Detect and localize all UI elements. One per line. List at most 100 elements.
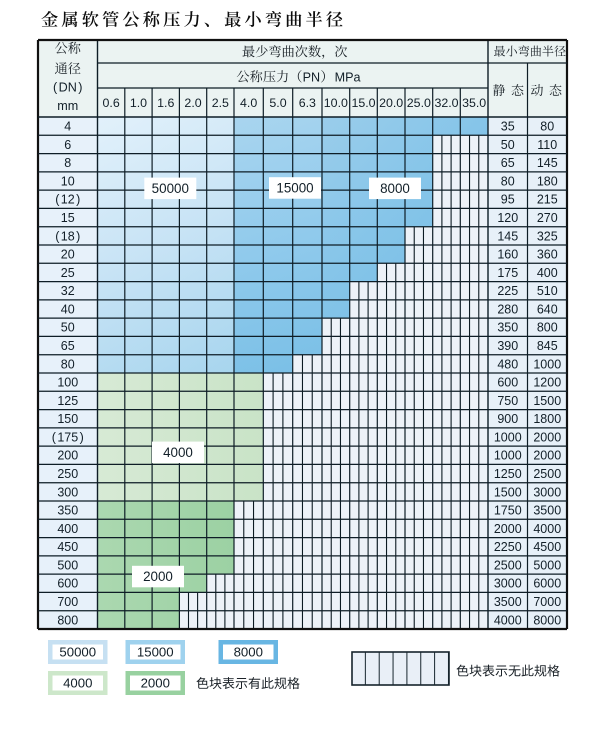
svg-text:0.6: 0.6 bbox=[103, 96, 120, 110]
svg-text:4000: 4000 bbox=[163, 445, 193, 460]
svg-text:35.0: 35.0 bbox=[462, 96, 486, 110]
svg-text:65: 65 bbox=[61, 339, 75, 353]
svg-text:40: 40 bbox=[61, 302, 75, 316]
svg-text:450: 450 bbox=[57, 540, 78, 554]
svg-text:1.0: 1.0 bbox=[130, 96, 147, 110]
svg-text:270: 270 bbox=[537, 211, 558, 225]
svg-text:200: 200 bbox=[57, 449, 78, 463]
svg-text:1750: 1750 bbox=[494, 504, 522, 518]
svg-text:175: 175 bbox=[497, 266, 518, 280]
svg-text:80: 80 bbox=[501, 174, 515, 188]
svg-text:15.0: 15.0 bbox=[351, 96, 375, 110]
svg-text:PN: PN bbox=[303, 70, 321, 84]
svg-text:225: 225 bbox=[497, 284, 518, 298]
svg-text:4000: 4000 bbox=[533, 522, 561, 536]
svg-text:400: 400 bbox=[57, 522, 78, 536]
svg-text:15000: 15000 bbox=[137, 645, 174, 660]
svg-text:1800: 1800 bbox=[533, 412, 561, 426]
svg-text:1.6: 1.6 bbox=[157, 96, 174, 110]
svg-text:600: 600 bbox=[497, 376, 518, 390]
svg-text:5000: 5000 bbox=[533, 558, 561, 572]
svg-text:800: 800 bbox=[57, 613, 78, 627]
svg-text:7000: 7000 bbox=[533, 595, 561, 609]
svg-text:8000: 8000 bbox=[380, 181, 410, 196]
svg-text:15000: 15000 bbox=[276, 181, 313, 196]
svg-text:8000: 8000 bbox=[234, 645, 263, 660]
svg-text:120: 120 bbox=[497, 211, 518, 225]
svg-text:180: 180 bbox=[537, 174, 558, 188]
svg-text:800: 800 bbox=[537, 321, 558, 335]
svg-text:2.5: 2.5 bbox=[212, 96, 229, 110]
svg-text:250: 250 bbox=[57, 467, 78, 481]
svg-text:(12): (12) bbox=[55, 193, 80, 207]
svg-text:2500: 2500 bbox=[494, 558, 522, 572]
svg-text:480: 480 bbox=[497, 357, 518, 371]
svg-text:5.0: 5.0 bbox=[269, 96, 286, 110]
svg-text:2000: 2000 bbox=[143, 569, 173, 584]
svg-text:mm: mm bbox=[57, 99, 78, 113]
svg-text:32: 32 bbox=[61, 284, 75, 298]
svg-text:95: 95 bbox=[501, 193, 515, 207]
svg-text:2000: 2000 bbox=[533, 449, 561, 463]
svg-text:360: 360 bbox=[537, 248, 558, 262]
svg-text:50000: 50000 bbox=[152, 181, 189, 196]
svg-text:4000: 4000 bbox=[63, 676, 92, 691]
svg-text:845: 845 bbox=[537, 339, 558, 353]
svg-text:1000: 1000 bbox=[494, 449, 522, 463]
svg-text:6.3: 6.3 bbox=[299, 96, 316, 110]
svg-text:35: 35 bbox=[501, 120, 515, 134]
svg-text:15: 15 bbox=[61, 211, 75, 225]
svg-text:2000: 2000 bbox=[141, 676, 170, 691]
svg-text:300: 300 bbox=[57, 485, 78, 499]
svg-text:50: 50 bbox=[61, 321, 75, 335]
svg-text:8000: 8000 bbox=[533, 613, 561, 627]
svg-text:100: 100 bbox=[57, 376, 78, 390]
svg-text:125: 125 bbox=[57, 394, 78, 408]
svg-text:80: 80 bbox=[540, 120, 554, 134]
svg-text:65: 65 bbox=[501, 156, 515, 170]
svg-text:3000: 3000 bbox=[533, 485, 561, 499]
svg-text:25.0: 25.0 bbox=[407, 96, 431, 110]
svg-text:900: 900 bbox=[497, 412, 518, 426]
svg-text:1200: 1200 bbox=[533, 376, 561, 390]
svg-text:10.0: 10.0 bbox=[324, 96, 348, 110]
svg-text:25: 25 bbox=[61, 266, 75, 280]
svg-text:20: 20 bbox=[61, 248, 75, 262]
svg-text:145: 145 bbox=[497, 229, 518, 243]
svg-text:50: 50 bbox=[501, 138, 515, 152]
svg-text:2500: 2500 bbox=[533, 467, 561, 481]
svg-text:8: 8 bbox=[64, 156, 71, 170]
svg-text:500: 500 bbox=[57, 558, 78, 572]
svg-text:510: 510 bbox=[537, 284, 558, 298]
svg-text:160: 160 bbox=[497, 248, 518, 262]
svg-text:1000: 1000 bbox=[533, 357, 561, 371]
svg-text:(175): (175) bbox=[52, 430, 84, 444]
svg-text:350: 350 bbox=[57, 504, 78, 518]
svg-text:4.0: 4.0 bbox=[240, 96, 257, 110]
svg-text:600: 600 bbox=[57, 577, 78, 591]
svg-text:215: 215 bbox=[537, 193, 558, 207]
svg-text:80: 80 bbox=[61, 357, 75, 371]
svg-text:1250: 1250 bbox=[494, 467, 522, 481]
svg-text:750: 750 bbox=[497, 394, 518, 408]
svg-text:32.0: 32.0 bbox=[434, 96, 458, 110]
svg-text:2.0: 2.0 bbox=[184, 96, 201, 110]
svg-text:6000: 6000 bbox=[533, 577, 561, 591]
svg-text:4500: 4500 bbox=[533, 540, 561, 554]
svg-text:1500: 1500 bbox=[494, 485, 522, 499]
svg-text:400: 400 bbox=[537, 266, 558, 280]
svg-text:1000: 1000 bbox=[494, 430, 522, 444]
svg-text:6: 6 bbox=[64, 138, 71, 152]
svg-text:150: 150 bbox=[57, 412, 78, 426]
svg-text:390: 390 bbox=[497, 339, 518, 353]
svg-text:4000: 4000 bbox=[494, 613, 522, 627]
svg-text:640: 640 bbox=[537, 302, 558, 316]
svg-text:350: 350 bbox=[497, 321, 518, 335]
svg-text:280: 280 bbox=[497, 302, 518, 316]
svg-text:10: 10 bbox=[61, 174, 75, 188]
svg-text:20.0: 20.0 bbox=[379, 96, 403, 110]
svg-text:2000: 2000 bbox=[533, 430, 561, 444]
svg-text:3500: 3500 bbox=[533, 504, 561, 518]
svg-text:700: 700 bbox=[57, 595, 78, 609]
svg-text:4: 4 bbox=[64, 120, 71, 134]
